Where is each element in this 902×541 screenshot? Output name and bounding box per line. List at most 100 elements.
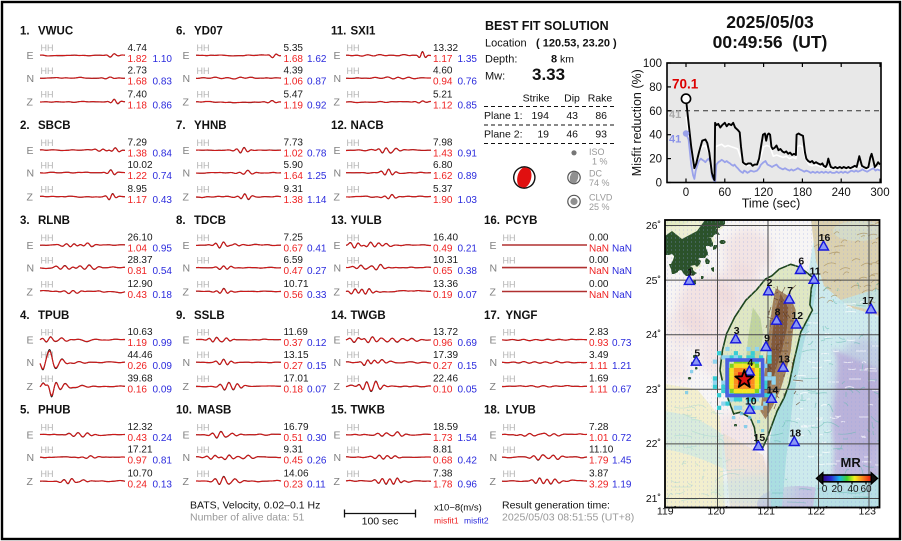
svg-text:HH: HH [347,469,360,479]
svg-text:15: 15 [754,432,766,444]
svg-text:E: E [27,429,34,441]
svg-text:HH: HH [197,233,210,243]
svg-text:Z: Z [27,97,34,109]
svg-text:HH: HH [197,138,210,148]
svg-text:8: 8 [775,306,781,318]
svg-text:0.76: 0.76 [458,76,478,87]
svg-text:0.97: 0.97 [128,456,148,467]
svg-text:HH: HH [197,422,210,432]
svg-text:misfit2: misfit2 [464,515,489,525]
svg-text:0.27: 0.27 [433,361,453,372]
svg-text:0.86: 0.86 [153,100,173,111]
svg-text:12.90: 12.90 [128,279,153,290]
svg-text:N: N [334,262,342,274]
svg-text:0.95: 0.95 [153,243,173,254]
svg-text:HH: HH [41,90,54,100]
svg-text:121˚: 121˚ [757,506,778,518]
svg-text:122˚: 122˚ [807,506,828,518]
svg-text:22˚: 22˚ [646,438,661,450]
svg-text:0.26: 0.26 [128,361,148,372]
svg-text:E: E [27,335,34,347]
svg-text:HH: HH [347,138,360,148]
svg-text:YNGF: YNGF [506,310,538,322]
svg-text:Dip: Dip [564,93,580,105]
svg-text:0.26: 0.26 [307,456,327,467]
svg-text:0.11: 0.11 [307,480,326,491]
svg-text:7: 7 [787,285,793,297]
svg-text:HH: HH [347,374,360,384]
svg-text:N: N [183,262,191,274]
svg-text:HH: HH [503,469,516,479]
svg-text:25˚: 25˚ [646,275,661,287]
svg-text:HH: HH [347,43,360,53]
svg-text:0.05: 0.05 [458,385,478,396]
svg-text:Strike: Strike [523,93,550,105]
svg-text:N: N [334,452,342,464]
svg-text:Z: Z [334,286,341,298]
svg-text:0.00: 0.00 [589,232,609,243]
svg-text:12.: 12. [331,120,347,132]
svg-text:41: 41 [669,134,681,146]
svg-text:Misfit reduction (%): Misfit reduction (%) [630,69,644,176]
svg-text:123˚: 123˚ [858,506,879,518]
svg-text:Z: Z [183,476,190,488]
svg-text:HH: HH [41,469,54,479]
svg-text:HH: HH [347,255,360,265]
svg-text:16.40: 16.40 [433,232,458,243]
svg-text:0.65: 0.65 [433,266,453,277]
svg-text:HH: HH [347,279,360,289]
svg-text:MR: MR [841,455,862,470]
svg-text:Z: Z [490,476,497,488]
svg-text:0.74: 0.74 [153,171,173,182]
svg-text:14: 14 [767,384,779,396]
svg-text:E: E [183,50,190,62]
svg-text:TWGB: TWGB [351,310,386,322]
svg-text:1.19: 1.19 [128,338,148,349]
svg-text:Number of alive data: 51: Number of alive data: 51 [190,512,305,524]
svg-text:ISO: ISO [589,147,605,157]
svg-text:16.79: 16.79 [284,422,309,433]
svg-text:46: 46 [566,129,578,141]
svg-text:5.21: 5.21 [433,89,453,100]
svg-text:8.81: 8.81 [433,445,453,456]
svg-text:7.25: 7.25 [284,232,304,243]
svg-text:1.73: 1.73 [433,433,453,444]
svg-text:0.42: 0.42 [458,456,478,467]
svg-text:3.87: 3.87 [589,469,609,480]
svg-text:0.07: 0.07 [458,290,478,301]
svg-text:1 %: 1 % [592,157,608,167]
svg-text:60: 60 [860,484,872,495]
svg-text:HH: HH [347,350,360,360]
svg-text:4: 4 [747,357,753,369]
svg-text:E: E [490,335,497,347]
svg-text:1.06: 1.06 [284,76,304,87]
svg-text:100 sec: 100 sec [362,516,399,528]
svg-text:0.10: 0.10 [433,385,453,396]
svg-text:Rake: Rake [588,93,613,105]
svg-text:24˚: 24˚ [646,329,661,341]
svg-text:HH: HH [503,422,516,432]
svg-text:0.43: 0.43 [128,290,148,301]
svg-text:1.38: 1.38 [284,195,304,206]
svg-text:Location: Location [485,38,527,50]
svg-text:240: 240 [832,187,851,199]
svg-text:9.31: 9.31 [284,445,304,456]
svg-text:HH: HH [41,445,54,455]
svg-text:( 120.53, 23.20 ): ( 120.53, 23.20 ) [536,38,617,50]
svg-text:11.69: 11.69 [284,327,309,338]
svg-text:13.32: 13.32 [433,43,458,54]
svg-text:0.27: 0.27 [307,266,327,277]
svg-text:26˚: 26˚ [646,220,661,232]
svg-text:E: E [334,145,341,157]
svg-text:Z: Z [27,192,34,204]
svg-text:km: km [560,54,574,66]
svg-text:E: E [490,429,497,441]
svg-text:0.47: 0.47 [284,266,304,277]
svg-text:0.69: 0.69 [458,338,478,349]
svg-text:10: 10 [745,395,757,407]
svg-text:1.02: 1.02 [284,149,304,160]
svg-text:0.07: 0.07 [307,385,327,396]
svg-text:x10−8(m/s): x10−8(m/s) [434,502,482,513]
svg-text:1.45: 1.45 [612,456,632,467]
svg-text:0.99: 0.99 [153,338,173,349]
